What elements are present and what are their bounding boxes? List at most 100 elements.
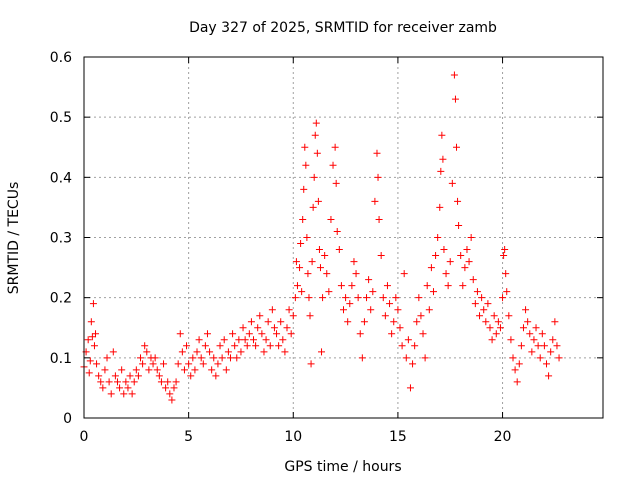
- data-point: [413, 318, 421, 326]
- x-tick-label: 0: [80, 429, 89, 445]
- data-point: [476, 312, 484, 320]
- data-point: [199, 360, 207, 368]
- data-point: [386, 300, 394, 308]
- data-point: [501, 246, 509, 254]
- data-point: [519, 324, 527, 332]
- data-point: [423, 282, 431, 290]
- data-point: [312, 119, 320, 127]
- data-point: [484, 300, 492, 308]
- data-point: [210, 354, 218, 362]
- data-point: [532, 324, 540, 332]
- data-point: [254, 324, 262, 332]
- data-point: [273, 330, 281, 338]
- data-point: [454, 197, 462, 205]
- data-point: [208, 366, 216, 374]
- data-point: [264, 318, 272, 326]
- data-point: [187, 372, 195, 380]
- data-point: [333, 227, 341, 235]
- data-point: [436, 203, 444, 211]
- data-point: [332, 179, 340, 187]
- data-point: [308, 258, 316, 266]
- data-point: [172, 378, 180, 386]
- data-point: [446, 258, 454, 266]
- data-point: [502, 270, 510, 278]
- data-point: [437, 167, 445, 175]
- data-point: [101, 366, 109, 374]
- data-point: [216, 342, 224, 350]
- data-point: [398, 342, 406, 350]
- data-point: [235, 336, 243, 344]
- data-point: [344, 318, 352, 326]
- data-point: [281, 348, 289, 356]
- data-point: [342, 294, 350, 302]
- data-point: [289, 312, 297, 320]
- data-point: [279, 336, 287, 344]
- data-point: [551, 318, 559, 326]
- data-point: [247, 318, 255, 326]
- data-point: [318, 348, 326, 356]
- data-point: [143, 348, 151, 356]
- x-tick-label: 5: [184, 429, 193, 445]
- data-point: [113, 378, 121, 386]
- data-point: [503, 288, 511, 296]
- data-point: [287, 330, 295, 338]
- data-point: [266, 342, 274, 350]
- data-point: [507, 336, 515, 344]
- data-point: [183, 342, 191, 350]
- data-point: [390, 318, 398, 326]
- data-point: [109, 348, 117, 356]
- data-point: [193, 348, 201, 356]
- data-point: [241, 336, 249, 344]
- data-point: [170, 384, 178, 392]
- data-point: [201, 342, 209, 350]
- data-point: [137, 354, 145, 362]
- data-point: [425, 306, 433, 314]
- data-point: [392, 294, 400, 302]
- data-point: [509, 354, 517, 362]
- data-point: [245, 330, 253, 338]
- data-point: [451, 95, 459, 103]
- data-point: [350, 258, 358, 266]
- data-point: [499, 294, 507, 302]
- data-point: [331, 143, 339, 151]
- data-point: [457, 252, 465, 260]
- data-point: [486, 324, 494, 332]
- data-point: [383, 282, 391, 290]
- data-point: [439, 155, 447, 163]
- data-point: [195, 336, 203, 344]
- x-tick-label: 10: [284, 429, 302, 445]
- data-point: [310, 173, 318, 181]
- data-point: [346, 300, 354, 308]
- data-point: [270, 324, 278, 332]
- axis-ticks: 0 5 10 15 20 0 0.1 0.2 0.3 0.4 0.5 0.6: [50, 50, 603, 445]
- data-point: [97, 378, 105, 386]
- data-point: [145, 366, 153, 374]
- data-point: [313, 149, 321, 157]
- data-point: [369, 288, 377, 296]
- y-axis-label: SRMTID / TECUs: [6, 182, 22, 295]
- data-point: [176, 330, 184, 338]
- data-point: [153, 366, 161, 374]
- data-point: [429, 288, 437, 296]
- data-point: [480, 306, 488, 314]
- data-point: [90, 342, 98, 350]
- data-point: [174, 360, 182, 368]
- data-point: [337, 282, 345, 290]
- grid: [84, 57, 603, 418]
- data-point: [547, 348, 555, 356]
- data-point: [388, 330, 396, 338]
- data-point: [231, 342, 239, 350]
- data-point: [262, 336, 270, 344]
- data-point: [553, 342, 561, 350]
- data-point: [233, 354, 241, 362]
- data-point: [465, 258, 473, 266]
- x-axis-label: GPS time / hours: [284, 459, 401, 475]
- data-point: [517, 342, 525, 350]
- data-point: [103, 354, 111, 362]
- data-point: [301, 143, 309, 151]
- data-point: [203, 330, 211, 338]
- data-point: [277, 318, 285, 326]
- data-point: [120, 390, 128, 398]
- data-point: [258, 330, 266, 338]
- data-point: [151, 354, 159, 362]
